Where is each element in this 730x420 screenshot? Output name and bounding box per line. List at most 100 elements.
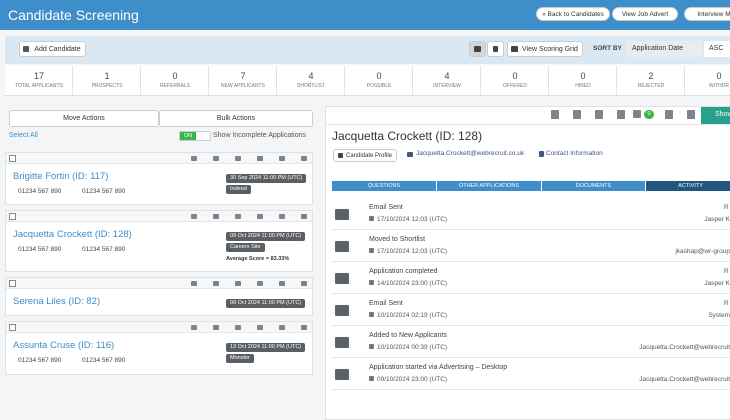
activity-item: Added to New Applicants 10/10/2024 00:39 … xyxy=(332,326,730,358)
stat-count: 0 xyxy=(580,71,586,81)
checkbox[interactable] xyxy=(9,280,16,287)
phone: 01234 567 890 xyxy=(82,188,126,195)
move-actions-button[interactable]: Move Actions xyxy=(9,110,159,127)
view-scoring-grid-button[interactable]: View Scoring Grid xyxy=(507,41,583,57)
icon xyxy=(301,281,307,286)
stat-label: INTERVIEW xyxy=(433,83,461,89)
icon xyxy=(665,110,673,119)
sort-field-select[interactable]: Application Date xyxy=(627,41,703,57)
candidate-card[interactable]: Jacquetta Crockett (ID: 128) 01234 567 89… xyxy=(5,210,313,272)
activity-date: 10/10/2024 02:19 (UTC) xyxy=(377,312,448,319)
candidate-name[interactable]: Brigitte Fortin (ID: 117) xyxy=(13,171,109,182)
header-button[interactable]: View Job Advert xyxy=(612,7,678,21)
email-link[interactable]: Jacquetta.Crockett@webrecruit.co.uk xyxy=(416,150,525,157)
phone: 01234 567 890 xyxy=(82,246,126,253)
tab[interactable]: OTHER APPLICATIONS xyxy=(437,181,542,191)
stat-count: 1 xyxy=(104,71,110,81)
phone: 01234 567 890 xyxy=(18,246,62,253)
icon xyxy=(257,281,263,286)
activity-item: Email Sent 17/10/2024 12:03 (UTC) R Jasper … xyxy=(332,198,730,230)
stat-count: 7 xyxy=(240,71,246,81)
icon xyxy=(301,214,307,219)
activity-user: jkashap@wr-group xyxy=(675,248,730,255)
icon xyxy=(335,337,349,348)
icon xyxy=(235,325,241,330)
stat-label: SHORTLIST xyxy=(297,83,325,89)
phone: 01234 567 890 xyxy=(18,188,62,195)
stat-column[interactable]: 17 TOTAL APPLICANTS xyxy=(5,66,73,95)
date-badge: 30 Sep 2024 11:00 PM (UTC) xyxy=(226,174,307,183)
card-header xyxy=(6,211,312,222)
phone: 01234 567 890 xyxy=(82,357,126,364)
stat-column[interactable]: 1 PROSPECTS xyxy=(73,66,141,95)
icon xyxy=(257,214,263,219)
activity-title: Email Sent xyxy=(369,204,403,211)
candidate-name[interactable]: Serena Liles (ID: 82) xyxy=(13,296,101,307)
stat-column[interactable]: 0 REFERRALS xyxy=(141,66,209,95)
candidate-card[interactable]: Brigitte Fortin (ID: 117) 01234 567 890 01… xyxy=(5,152,313,205)
icon xyxy=(191,214,197,219)
tab[interactable]: DOCUMENTS xyxy=(542,181,646,191)
source-badge: Indeed xyxy=(226,185,251,194)
stat-count: 2 xyxy=(648,71,654,81)
icon xyxy=(369,376,374,381)
stat-column[interactable]: 2 REJECTED xyxy=(617,66,685,95)
bulk-actions-button[interactable]: Bulk Actions xyxy=(159,110,313,127)
stat-count: 0 xyxy=(376,71,382,81)
checkbox[interactable] xyxy=(9,324,16,331)
select-all-link[interactable]: Select All xyxy=(9,132,38,139)
stat-column[interactable]: 0 HIRED xyxy=(549,66,617,95)
candidate-card[interactable]: Serena Liles (ID: 82) 09 Oct 2024 11:00 P… xyxy=(5,277,313,316)
stat-column[interactable]: 4 INTERVIEW xyxy=(413,66,481,95)
icon xyxy=(369,248,374,253)
icon xyxy=(551,110,559,119)
tab[interactable]: ACTIVITY xyxy=(646,181,730,191)
stat-column[interactable]: 0 WITHDR xyxy=(685,66,730,95)
add-candidate-button[interactable]: Add Candidate xyxy=(19,41,86,57)
sort-order-button[interactable]: ASC xyxy=(704,41,730,57)
stat-column[interactable]: 0 OFFERED xyxy=(481,66,549,95)
header-button[interactable]: Interview M xyxy=(684,7,730,21)
stat-column[interactable]: 7 NEW APPLICANTS xyxy=(209,66,277,95)
icon xyxy=(235,156,241,161)
icon xyxy=(301,156,307,161)
icon xyxy=(191,325,197,330)
candidate-detail-name: Jacquetta Crockett (ID: 128) xyxy=(332,129,483,143)
stat-column[interactable]: 4 SHORTLIST xyxy=(277,66,345,95)
activity-item: Application started via Advertising – De… xyxy=(332,358,730,390)
stats-bar xyxy=(5,65,730,96)
candidate-name[interactable]: Jacquetta Crockett (ID: 128) xyxy=(13,229,132,240)
icon xyxy=(474,46,481,52)
icon xyxy=(23,46,29,52)
icon xyxy=(279,281,285,286)
icon xyxy=(213,281,219,286)
icon xyxy=(213,156,219,161)
stat-label: OFFERED xyxy=(503,83,527,89)
icon xyxy=(279,214,285,219)
toolbar xyxy=(5,36,730,64)
show-button[interactable]: Show xyxy=(701,107,730,124)
icon xyxy=(335,305,349,316)
contact-information-link[interactable]: Contact Information xyxy=(546,150,603,157)
page-title: Candidate Screening xyxy=(8,7,139,23)
candidate-profile-button[interactable]: Candidate Profile xyxy=(333,149,397,162)
activity-title: Email Sent xyxy=(369,300,403,307)
activity-tag: R xyxy=(724,268,729,275)
comment-count: 0 xyxy=(644,110,654,119)
icon xyxy=(369,216,374,221)
candidate-card[interactable]: Assunta Cruse (ID: 116) 01234 567 890 0123… xyxy=(5,321,313,375)
icon xyxy=(335,273,349,284)
header-button[interactable]: « Back to Candidates xyxy=(536,7,610,21)
icon xyxy=(235,281,241,286)
candidate-name[interactable]: Assunta Cruse (ID: 116) xyxy=(13,340,115,351)
date-badge: 09 Oct 2024 11:00 PM (UTC) xyxy=(226,299,306,308)
stat-column[interactable]: 0 POSSIBLE xyxy=(345,66,413,95)
icon xyxy=(213,325,219,330)
tab[interactable]: QUESTIONS xyxy=(332,181,437,191)
incomplete-toggle[interactable]: ON xyxy=(179,131,211,141)
activity-item: Moved to Shortlist 17/10/2024 12:03 (UTC)… xyxy=(332,230,730,262)
icon xyxy=(301,325,307,330)
checkbox[interactable] xyxy=(9,213,16,220)
checkbox[interactable] xyxy=(9,155,16,162)
